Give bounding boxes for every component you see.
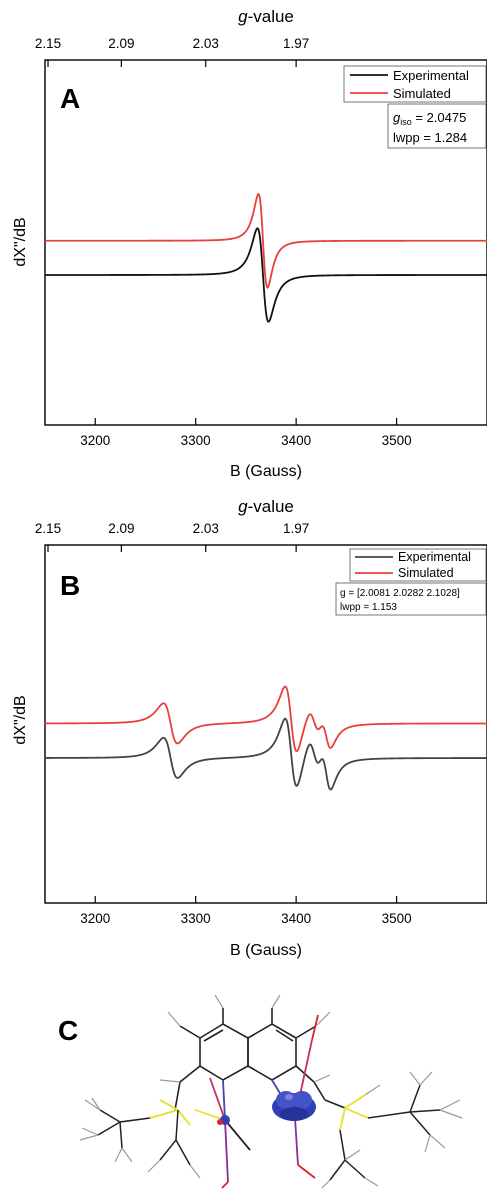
top-tick-label: 2.09 [108,521,134,536]
series-experimental-b [45,719,487,790]
annotation-lwpp-a: lwpp = 1.284 [393,130,467,145]
series-simulated-b [45,687,487,752]
spin-density-right [272,1091,316,1121]
x-ticks-b: 3200 3300 3400 3500 [80,896,411,926]
top-tick-label: 1.97 [283,521,309,536]
panel-a: g-value 2.15 2.09 2.03 1.97 A 3200 3300 3400 3… [12,7,487,480]
x-tick-label: 3500 [382,433,412,448]
y-axis-title-a: dX"/dB [12,217,29,266]
x-tick-label: 3400 [281,433,311,448]
series-simulated-a [45,194,487,288]
molecular-structure: C [58,995,462,1188]
x-tick-label: 3200 [80,433,110,448]
panel-label-b: B [60,570,80,601]
top-ticks-a: 2.15 2.09 2.03 1.97 [35,36,309,67]
x-tick-label: 3300 [181,911,211,926]
y-axis-title-b: dX"/dB [12,695,29,744]
annotation-g-tensor: g = [2.0081 2.0282 2.1028] [340,588,460,599]
top-axis-title-b: g-value [238,497,294,516]
legend-label-simulated-a: Simulated [393,86,451,101]
x-axis-title-b: B (Gauss) [230,942,302,959]
alkyl-groups [98,1085,440,1180]
x-tick-label: 3400 [281,911,311,926]
x-ticks-a: 3200 3300 3400 3500 [80,418,411,448]
x-tick-label: 3300 [181,433,211,448]
top-tick-label: 2.03 [193,521,219,536]
top-tick-label: 2.15 [35,521,61,536]
top-tick-label: 2.09 [108,36,134,51]
silicon-centers [150,1095,368,1130]
panel-b: g-value 2.15 2.09 2.03 1.97 B 3200 3300 3400 3… [12,497,487,959]
panel-label-c: C [58,1015,78,1046]
x-tick-label: 3500 [382,911,412,926]
legend-label-experimental-b: Experimental [398,550,471,564]
x-axis-title-a: B (Gauss) [230,463,302,480]
top-axis-title-a: g-value [238,7,294,26]
top-tick-label: 2.03 [193,36,219,51]
x-tick-label: 3200 [80,911,110,926]
top-tick-label: 1.97 [283,36,309,51]
top-ticks-b: 2.15 2.09 2.03 1.97 [35,521,309,552]
legend-label-experimental-a: Experimental [393,68,469,83]
top-tick-label: 2.15 [35,36,61,51]
spin-density-left [217,1115,230,1125]
panel-label-a: A [60,83,80,114]
legend-label-simulated-b: Simulated [398,566,454,580]
annotation-lwpp-b: lwpp = 1.153 [340,602,397,613]
